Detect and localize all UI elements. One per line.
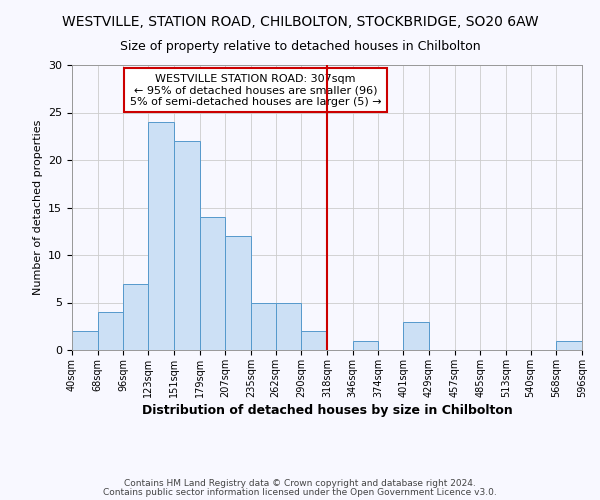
Bar xyxy=(124,284,148,350)
Text: WESTVILLE, STATION ROAD, CHILBOLTON, STOCKBRIDGE, SO20 6AW: WESTVILLE, STATION ROAD, CHILBOLTON, STO… xyxy=(62,15,538,29)
Bar xyxy=(301,331,327,350)
Bar xyxy=(98,312,124,350)
Bar xyxy=(251,302,275,350)
Text: Contains HM Land Registry data © Crown copyright and database right 2024.: Contains HM Land Registry data © Crown c… xyxy=(124,479,476,488)
Bar xyxy=(200,217,225,350)
Bar xyxy=(275,302,301,350)
Bar xyxy=(353,340,379,350)
Bar xyxy=(148,122,174,350)
Bar xyxy=(403,322,429,350)
Bar xyxy=(556,340,582,350)
Text: Size of property relative to detached houses in Chilbolton: Size of property relative to detached ho… xyxy=(119,40,481,53)
Bar xyxy=(225,236,251,350)
Y-axis label: Number of detached properties: Number of detached properties xyxy=(32,120,43,295)
Text: WESTVILLE STATION ROAD: 307sqm
← 95% of detached houses are smaller (96)
5% of s: WESTVILLE STATION ROAD: 307sqm ← 95% of … xyxy=(130,74,382,107)
X-axis label: Distribution of detached houses by size in Chilbolton: Distribution of detached houses by size … xyxy=(142,404,512,417)
Bar xyxy=(174,141,200,350)
Text: Contains public sector information licensed under the Open Government Licence v3: Contains public sector information licen… xyxy=(103,488,497,497)
Bar xyxy=(72,331,98,350)
